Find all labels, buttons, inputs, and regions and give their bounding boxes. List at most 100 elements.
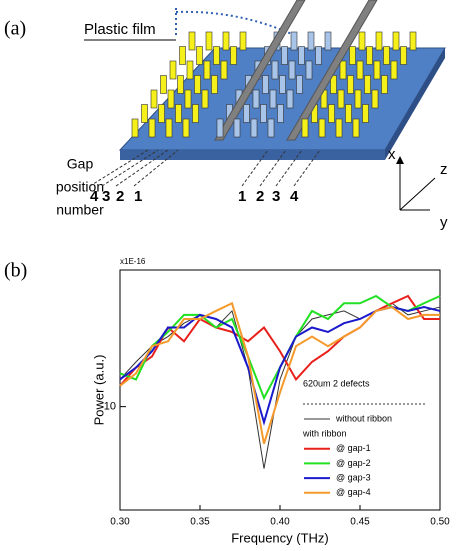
pillar (233, 118, 241, 138)
pillar (279, 75, 286, 94)
pillar (286, 89, 294, 109)
pillar (220, 60, 228, 80)
film-label: Plastic film (84, 21, 156, 38)
pillar (182, 118, 190, 138)
pillar (318, 118, 326, 138)
pillar (328, 104, 335, 123)
pillar (150, 89, 158, 109)
pillar (352, 118, 360, 138)
pillar (192, 104, 199, 123)
y-tick-label: 10 (104, 401, 116, 413)
pillar (201, 89, 209, 109)
pillar (339, 60, 347, 80)
pillar (354, 89, 362, 109)
gap-number: 2 (116, 188, 124, 205)
pillar (267, 118, 275, 138)
gap-label: Gap (67, 156, 94, 172)
pillar (358, 31, 366, 51)
pillar (179, 46, 186, 65)
pillar (400, 46, 407, 65)
pillar (288, 60, 296, 80)
series-line (119, 294, 440, 387)
pillar (131, 118, 139, 138)
gap-number: 4 (290, 188, 299, 205)
gap-number: 3 (272, 188, 280, 205)
pillar (290, 31, 298, 51)
guide (241, 149, 269, 187)
axis-label: x (388, 146, 396, 163)
pillar (307, 31, 315, 51)
gap-number: 4 (90, 188, 99, 205)
guide (259, 149, 287, 187)
pillar (347, 75, 354, 94)
pillar (186, 60, 194, 80)
axis-label: y (440, 214, 448, 231)
pillar (167, 89, 175, 109)
y-axis-label: Power (a.u.) (91, 355, 106, 426)
pillar (390, 60, 398, 80)
pillar (349, 46, 356, 65)
legend-label: @ gap-3 (336, 472, 371, 482)
pillar (203, 60, 211, 80)
pillar (222, 31, 230, 51)
substrate-side (120, 150, 385, 160)
pillar (373, 60, 381, 80)
guide (115, 149, 169, 187)
pillar (177, 75, 184, 94)
pillar (211, 75, 218, 94)
pillar (205, 31, 213, 51)
pillar (392, 31, 400, 51)
guide (89, 149, 149, 187)
substrate-side (385, 48, 445, 160)
series-line (119, 306, 441, 426)
pillar (296, 75, 303, 94)
legend-label: without ribbon (335, 413, 392, 423)
pillar (148, 118, 156, 138)
series-line (119, 294, 441, 401)
pillar (184, 89, 192, 109)
pillar (375, 31, 383, 51)
guide (275, 149, 303, 187)
x-axis-label: Frequency (THz) (231, 530, 329, 545)
y-multiplier: x1E-16 (120, 257, 146, 266)
pillar (366, 46, 373, 65)
x-tick-label: 0.40 (270, 517, 290, 528)
pillar (364, 75, 371, 94)
pillar (213, 46, 220, 65)
pillar (337, 89, 345, 109)
film-plate (214, 0, 306, 141)
pillar (281, 46, 288, 65)
pillar (381, 75, 388, 94)
pillar (324, 31, 332, 51)
pillar (269, 89, 277, 109)
legend-label: @ gap-2 (336, 458, 371, 468)
pillar (165, 118, 173, 138)
device-diagram: (a) Plastic film Gap position number x z… (4, 0, 448, 231)
gap-number: 1 (238, 188, 246, 205)
x-tick-label: 0.50 (430, 517, 450, 528)
pillar (243, 104, 250, 123)
pillar (335, 118, 343, 138)
pillar (216, 118, 224, 138)
pillar (260, 104, 267, 123)
pillar (409, 31, 417, 51)
series-line (119, 301, 440, 444)
legend-subtitle: with ribbon (302, 428, 347, 438)
pillar (315, 46, 322, 65)
pillar (230, 46, 237, 65)
legend-title: 620um 2 defects (303, 378, 370, 388)
pillar (188, 31, 196, 51)
pillar (330, 75, 337, 94)
pillar (383, 46, 390, 65)
guide (101, 149, 159, 187)
pillar (345, 104, 352, 123)
gap-label: position (56, 179, 104, 195)
gap-label: number (56, 202, 104, 218)
legend-label: @ gap-1 (336, 443, 371, 453)
film-pointer (175, 8, 297, 38)
guide (293, 149, 321, 187)
gap-number: 2 (256, 188, 264, 205)
pillar (250, 118, 258, 138)
x-tick-label: 0.35 (190, 517, 210, 528)
pillar (158, 104, 165, 123)
